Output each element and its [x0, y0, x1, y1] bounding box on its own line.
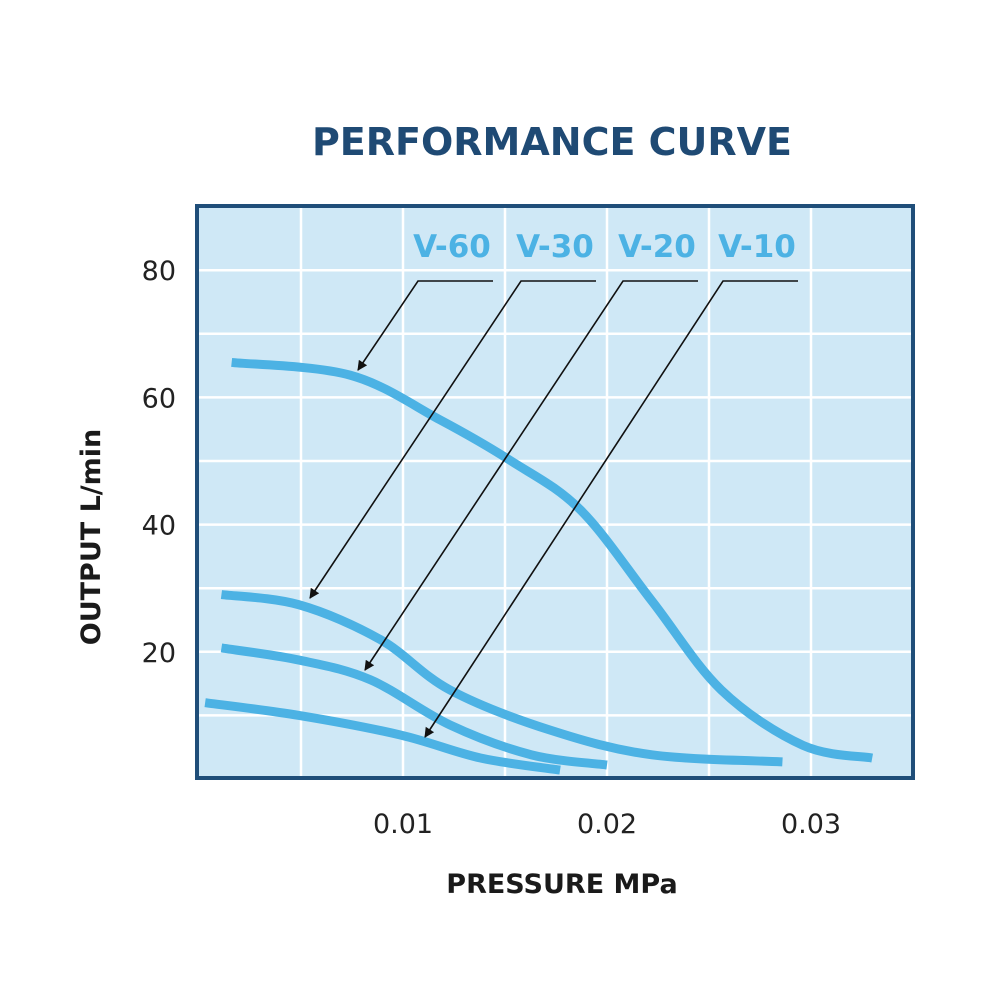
- y-tick-label: 60: [142, 383, 176, 414]
- chart-title: PERFORMANCE CURVE: [312, 120, 792, 164]
- series-line-v-20: [220, 643, 608, 770]
- y-tick-label: 20: [142, 638, 176, 669]
- leader-arrow-v-30: [309, 280, 596, 599]
- leader-arrow-v-20: [364, 280, 698, 671]
- legend-label-v-30: V-30: [516, 229, 594, 265]
- legend-label-v-60: V-60: [413, 229, 491, 265]
- leader-arrow-v-60: [357, 280, 493, 371]
- x-tick-label: 0.02: [577, 809, 637, 840]
- series-line-v-60: [231, 357, 874, 763]
- series-line-v-30: [220, 590, 783, 767]
- legend-label-v-20: V-20: [618, 229, 696, 265]
- x-tick-label: 0.03: [781, 809, 841, 840]
- y-tick-label: 40: [142, 511, 176, 542]
- leader-arrow-v-10: [424, 280, 798, 738]
- legend-label-v-10: V-10: [718, 229, 796, 265]
- series-line-v-10: [204, 698, 561, 775]
- y-axis-label: OUTPUT L/min: [76, 429, 107, 646]
- x-tick-label: 0.01: [373, 809, 433, 840]
- x-axis-label: PRESSURE MPa: [446, 869, 677, 900]
- y-tick-label: 80: [142, 256, 176, 287]
